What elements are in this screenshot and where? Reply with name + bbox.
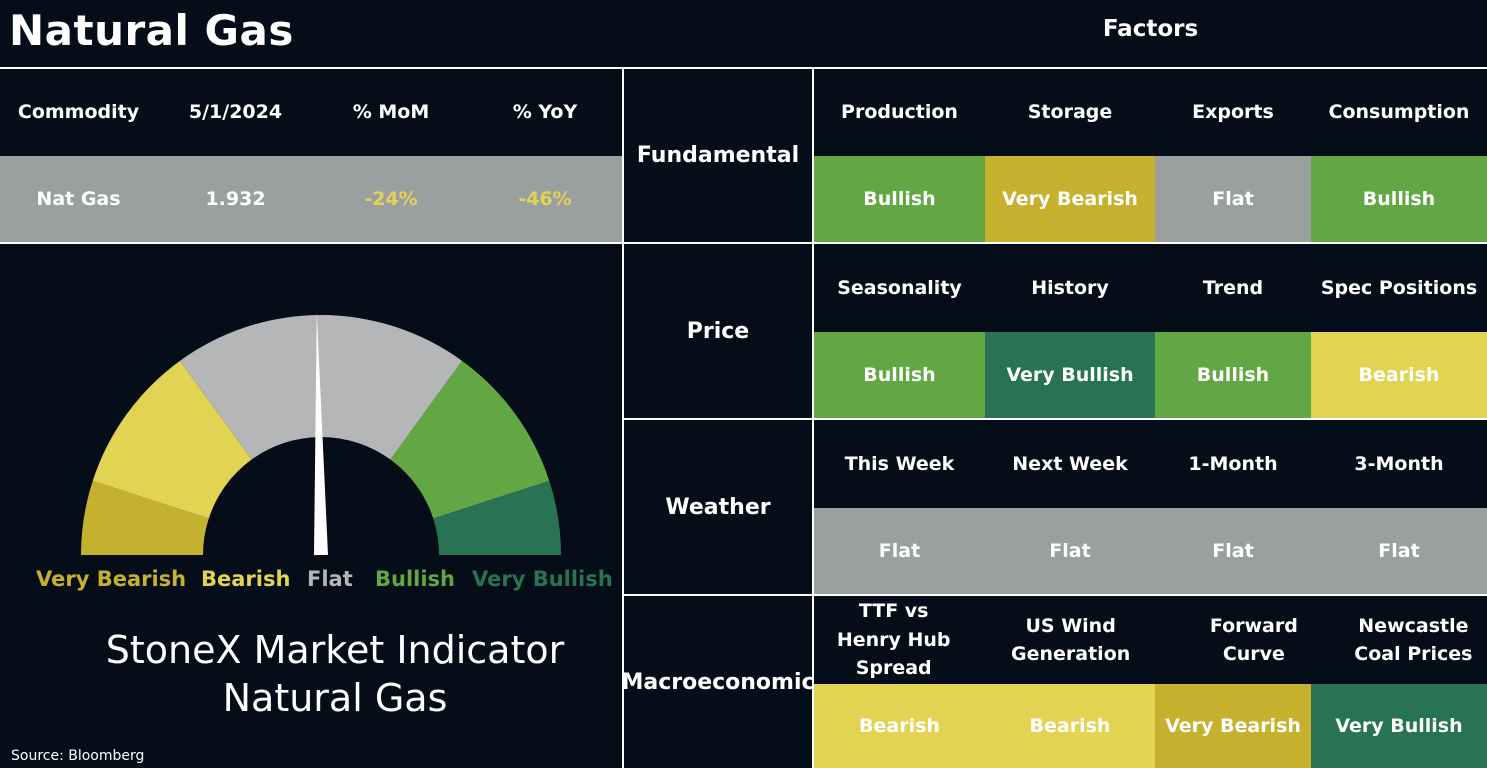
factor-signal: Very Bullish	[985, 332, 1155, 418]
gauge-label-bearish: Bearish	[201, 567, 291, 591]
gauge-label-very-bullish: Very Bullish	[472, 567, 613, 591]
gauge-label-flat: Flat	[307, 567, 353, 591]
header-commodity: Commodity	[17, 101, 140, 124]
category-macroeconomic: Macroeconomic	[621, 669, 815, 695]
factor-signal: Very Bearish	[985, 156, 1155, 242]
commodity-header-row: Commodity 5/1/2024 % MoM % YoY	[0, 69, 622, 156]
divider-row-3	[624, 594, 1487, 596]
gauge-segment-flat	[179, 315, 463, 460]
factor-signal: Flat	[1311, 508, 1487, 594]
page-title: Natural Gas	[9, 6, 294, 55]
commodity-mom: -24%	[364, 187, 418, 210]
factor-header-row-macroeconomic: TTF vs Henry Hub Spread US Wind Generati…	[814, 596, 1487, 684]
factor-signal: Bearish	[814, 684, 985, 768]
gauge-segment-bearish	[92, 360, 252, 519]
header-yoy: % YoY	[512, 101, 578, 124]
divider-row-1	[0, 242, 1487, 244]
category-fundamental: Fundamental	[636, 143, 800, 168]
factor-signal: Bullish	[814, 332, 985, 418]
category-price: Price	[686, 318, 750, 344]
factor-signal: Bullish	[1155, 332, 1311, 418]
category-divider	[812, 67, 814, 768]
left-panel-divider	[622, 67, 624, 768]
header-mom: % MoM	[352, 101, 430, 124]
divider-row-2	[624, 418, 1487, 420]
commodity-data-row: Nat Gas 1.932 -24% -46%	[0, 156, 622, 242]
gauge-label-bullish: Bullish	[375, 567, 456, 591]
top-divider	[0, 67, 1487, 69]
factor-name: Consumption	[1328, 101, 1470, 124]
factor-name: Storage	[1027, 101, 1113, 124]
factor-header-row-price: Seasonality History Trend Spec Positions	[814, 244, 1487, 332]
factor-name: History	[1031, 276, 1109, 299]
factor-name: Trend	[1202, 276, 1264, 299]
factor-signal-row-weather: Flat Flat Flat Flat	[814, 508, 1487, 594]
factor-name: 3-Month	[1354, 452, 1444, 475]
factor-name: Exports	[1192, 101, 1274, 124]
factor-signal: Bearish	[985, 684, 1155, 768]
category-weather: Weather	[665, 494, 771, 520]
factor-name: This Week	[844, 452, 955, 475]
factor-signal-row-price: Bullish Very Bullish Bullish Bearish	[814, 332, 1487, 418]
market-indicator-gauge	[81, 313, 561, 556]
factor-signal: Very Bullish	[1311, 684, 1487, 768]
source-note: Source: Bloomberg	[11, 748, 145, 764]
factor-signal: Flat	[1155, 508, 1311, 594]
commodity-yoy: -46%	[518, 187, 572, 210]
factor-name: Newcastle Coal Prices	[1354, 614, 1473, 666]
header-date: 5/1/2024	[188, 101, 283, 124]
gauge-needle	[314, 313, 328, 556]
commodity-name: Nat Gas	[36, 187, 121, 210]
indicator-subtitle: Natural Gas	[222, 676, 448, 720]
factor-name: Production	[841, 101, 958, 124]
factor-signal: Flat	[814, 508, 985, 594]
factor-header-row-weather: This Week Next Week 1-Month 3-Month	[814, 420, 1487, 508]
factor-signal: Bearish	[1311, 332, 1487, 418]
factor-name: Forward Curve	[1209, 614, 1298, 666]
factor-name: US Wind Generation	[1011, 614, 1131, 666]
factor-signal: Bullish	[1311, 156, 1487, 242]
factor-signal: Flat	[985, 508, 1155, 594]
factor-name: Spec Positions	[1320, 276, 1478, 299]
factor-name: TTF vs Henry Hub Spread	[836, 600, 951, 680]
factor-name: 1-Month	[1188, 452, 1278, 475]
factor-name: Seasonality	[837, 276, 962, 299]
gauge-label-very-bearish: Very Bearish	[36, 567, 187, 591]
commodity-price: 1.932	[205, 187, 266, 210]
factor-signal: Bullish	[814, 156, 985, 242]
gauge-segment-bullish	[390, 360, 550, 519]
gauge-segment-very-bullish	[433, 480, 561, 555]
gauge-segment-very-bearish	[81, 480, 209, 555]
factors-title: Factors	[1102, 16, 1199, 42]
factor-name: Next Week	[1012, 452, 1128, 475]
factor-signal-row-macroeconomic: Bearish Bearish Very Bearish Very Bullis…	[814, 684, 1487, 768]
factor-signal-row-fundamental: Bullish Very Bearish Flat Bullish	[814, 156, 1487, 242]
factor-signal: Flat	[1155, 156, 1311, 242]
factor-header-row-fundamental: Production Storage Exports Consumption	[814, 69, 1487, 156]
factor-signal: Very Bearish	[1155, 684, 1311, 768]
indicator-title: StoneX Market Indicator	[105, 628, 565, 672]
